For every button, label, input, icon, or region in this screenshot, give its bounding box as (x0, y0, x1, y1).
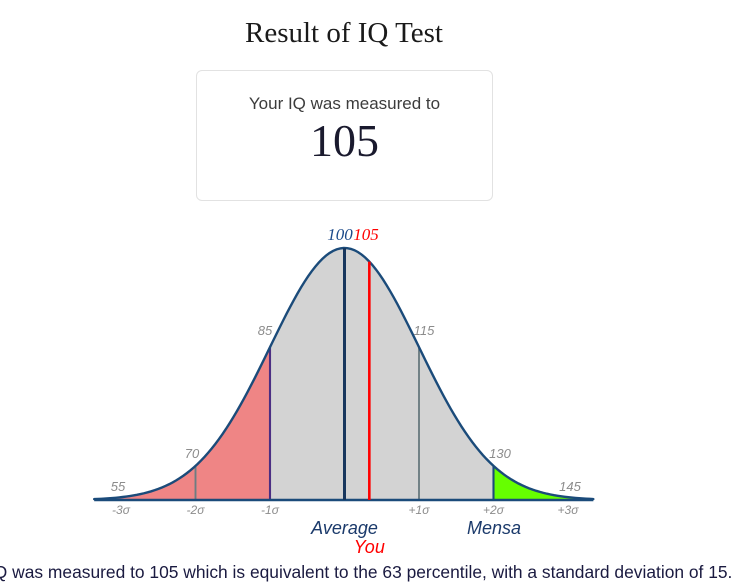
svg-text:-2σ: -2σ (187, 503, 206, 517)
svg-text:Average: Average (310, 518, 378, 538)
svg-text:115: 115 (414, 323, 435, 338)
svg-text:You: You (354, 537, 385, 557)
svg-text:105: 105 (353, 225, 379, 244)
svg-text:+3σ: +3σ (558, 503, 580, 517)
svg-text:Mensa: Mensa (467, 518, 521, 538)
svg-text:-1σ: -1σ (261, 503, 280, 517)
svg-text:+2σ: +2σ (483, 503, 505, 517)
svg-text:85: 85 (258, 323, 273, 338)
svg-text:55: 55 (111, 479, 126, 494)
svg-text:145: 145 (559, 479, 581, 494)
svg-text:100: 100 (327, 225, 353, 244)
svg-text:-3σ: -3σ (112, 503, 131, 517)
svg-text:130: 130 (489, 446, 511, 461)
svg-text:+1σ: +1σ (409, 503, 431, 517)
svg-text:70: 70 (185, 446, 200, 461)
